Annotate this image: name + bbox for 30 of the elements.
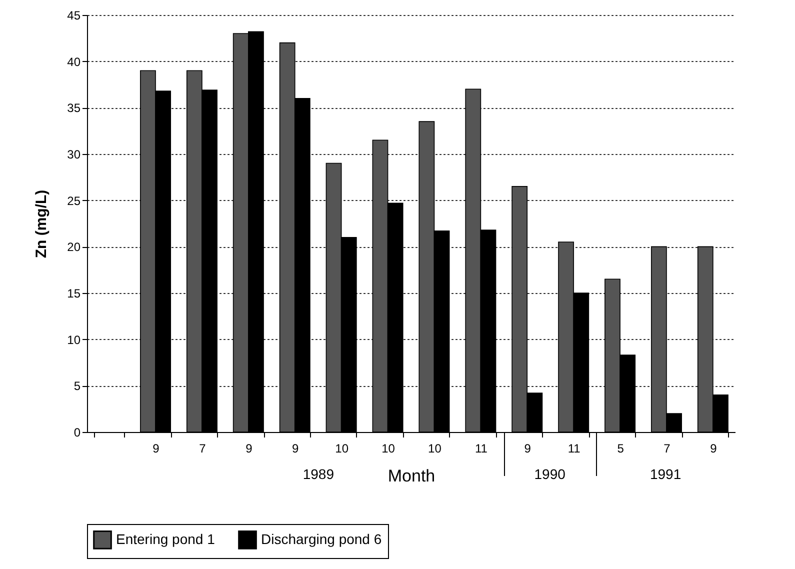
- y-tick-label: 45: [67, 8, 81, 22]
- x-tick-label: 7: [664, 442, 671, 456]
- x-tick-label: 11: [568, 442, 581, 456]
- y-tick-label: 10: [67, 332, 81, 347]
- x-tick-label: 5: [617, 442, 624, 456]
- text: 1989: [302, 466, 334, 482]
- x-tick-label: 10: [428, 442, 442, 456]
- x-tick-label: 10: [335, 442, 349, 456]
- x-tick-label: 9: [292, 442, 300, 456]
- legend-label: Entering pond 1: [116, 530, 216, 547]
- y-tick-label: 35: [67, 101, 81, 116]
- x-axis-title: Month: [388, 466, 436, 486]
- x-tick-label: 11: [474, 442, 488, 456]
- x-tick-label: 9: [246, 442, 253, 456]
- x-tick-label: 7: [199, 442, 206, 456]
- y-tick-label: 0: [74, 426, 81, 440]
- y-axis-title: Zn (mg/L): [33, 190, 50, 258]
- y-tick-label: 15: [67, 286, 81, 300]
- text: 1991: [650, 466, 682, 482]
- y-tick-label: 20: [67, 240, 81, 254]
- text: 1990: [534, 466, 566, 482]
- x-tick-label: 9: [524, 442, 532, 456]
- y-tick-label: 5: [74, 379, 81, 394]
- x-tick-label: 9: [710, 442, 718, 456]
- y-tick-label: 40: [67, 54, 81, 69]
- y-tick-label: 30: [67, 148, 81, 162]
- x-tick-label: 9: [152, 442, 160, 456]
- legend-label: Discharging pond 6: [261, 530, 382, 547]
- x-tick-label: 10: [382, 442, 396, 456]
- y-tick-label: 25: [67, 194, 81, 208]
